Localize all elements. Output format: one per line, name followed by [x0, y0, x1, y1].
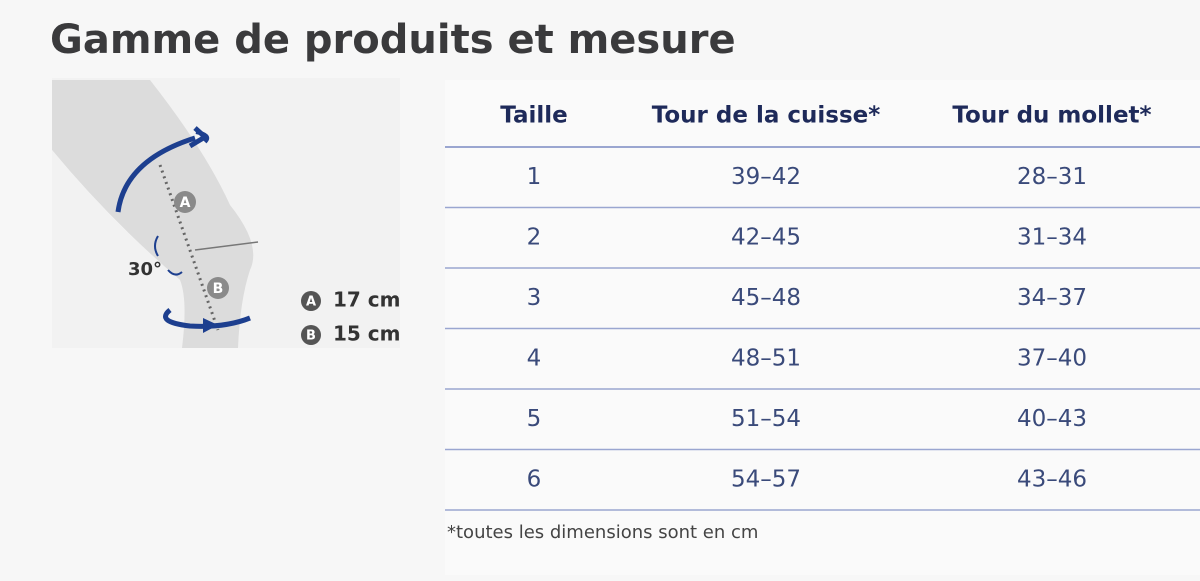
marker-circle	[174, 191, 196, 213]
table-cell: 43–46	[1017, 466, 1087, 492]
column-header: Tour du mollet*	[952, 103, 1151, 129]
table-cell: 34–37	[1017, 285, 1087, 311]
leg-background	[52, 150, 180, 348]
table-cell: 28–31	[1017, 164, 1087, 190]
marker-letter: B	[213, 281, 224, 297]
angle-mark	[167, 269, 183, 276]
table-cell: 42–45	[731, 224, 801, 250]
table-cell: 6	[527, 466, 542, 492]
arrow-head	[203, 318, 218, 333]
table-panel	[445, 80, 1200, 575]
size-table: Taille Tour de la cuisse* Tour du mollet* 1…	[445, 103, 1200, 511]
table-cell: 40–43	[1017, 406, 1087, 432]
column-header: Tour de la cuisse*	[652, 103, 881, 129]
table-cell: 45–48	[731, 285, 801, 311]
table-cell: 39–42	[731, 164, 801, 190]
table-cell: 54–57	[731, 466, 801, 492]
table-cell: 3	[527, 285, 542, 311]
table-cell: 5	[527, 406, 542, 432]
legend-letter: B	[306, 329, 316, 344]
footnote: *toutes les dimensions sont en cm	[447, 522, 758, 543]
table-cell: 4	[527, 345, 542, 371]
table-cell: 2	[527, 224, 542, 250]
table-cell: 48–51	[731, 345, 801, 371]
table-cell: 31–34	[1017, 224, 1087, 250]
table-cell: 1	[527, 164, 542, 190]
angle-mark	[154, 235, 159, 257]
page-title: Gamme de produits et mesure	[50, 17, 736, 63]
dotted-line	[158, 164, 220, 331]
table-cell: 51–54	[731, 406, 801, 432]
legend-circle	[301, 325, 321, 345]
ellipse-arrow	[163, 308, 251, 329]
angle-label: 30°	[128, 259, 162, 280]
leg-silhouette	[52, 80, 254, 348]
legend-measure: 15 cm	[333, 322, 401, 346]
arrow-curl	[195, 130, 210, 144]
knee-diagram: 30° A B A 17 cm B 15 cm	[52, 78, 401, 348]
legend-measure: 17 cm	[333, 288, 401, 312]
marker-letter: A	[180, 195, 191, 211]
column-header: Taille	[500, 103, 568, 129]
legend-letter: A	[306, 295, 316, 310]
knee-line	[194, 241, 259, 251]
table-cell: 37–40	[1017, 345, 1087, 371]
legend-circle	[301, 291, 321, 311]
marker-circle	[207, 277, 229, 299]
arc-arrow	[115, 135, 196, 213]
